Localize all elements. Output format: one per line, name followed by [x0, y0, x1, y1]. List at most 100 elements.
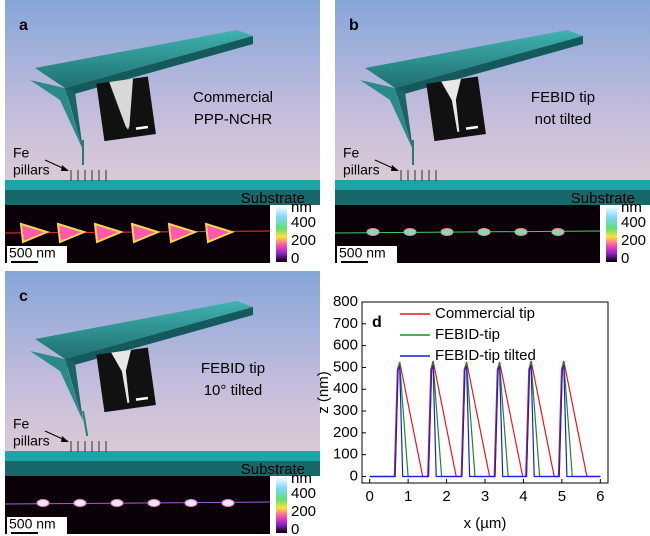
- y-tick-label: 200: [333, 424, 358, 441]
- scale-label: 500 nm: [339, 245, 386, 261]
- afm-pillar: [477, 228, 491, 236]
- afm-pillar: [73, 499, 87, 507]
- arrow-head: [391, 165, 399, 171]
- inset: [96, 347, 156, 413]
- y-axis-label: z (nm): [315, 371, 332, 414]
- afm-pillar: [551, 228, 565, 236]
- pillars-label: Fe: [13, 145, 30, 161]
- afm-pillar: [440, 228, 454, 236]
- y-tick-label: 100: [333, 446, 358, 463]
- afm-pillar: [403, 228, 417, 236]
- y-tick-label: 400: [333, 380, 358, 397]
- substrate: [5, 461, 320, 476]
- inset: [426, 76, 486, 142]
- x-axis-label: x (µm): [464, 515, 507, 532]
- afm-pillar: [204, 222, 235, 244]
- substrate: [335, 190, 650, 205]
- inset-scale: [135, 125, 149, 130]
- pillars-label: pillars: [343, 162, 380, 178]
- legend-label: FEBID-tip: [435, 326, 500, 343]
- tip-body: [360, 80, 413, 150]
- scale-bg: [7, 517, 67, 534]
- caption: PPP-NCHR: [194, 111, 273, 128]
- colorbar-tick: 400: [291, 214, 316, 231]
- tip-body: [30, 80, 83, 150]
- colorbar-tick: 400: [291, 485, 316, 502]
- tip-front: [395, 88, 413, 150]
- scale-label: 500 nm: [9, 245, 56, 261]
- caption: FEBID tip: [531, 89, 595, 106]
- afm-pillar: [514, 228, 528, 236]
- colorbar-tick: 0: [621, 250, 629, 267]
- panel-label: d: [372, 314, 382, 331]
- substrate: [5, 190, 320, 205]
- cantilever: [35, 30, 253, 88]
- substrate-label: Substrate: [241, 461, 305, 478]
- tip-front: [65, 359, 83, 421]
- afm-pillar: [167, 222, 198, 244]
- x-tick-label: 2: [442, 488, 450, 505]
- substrate-label: Substrate: [241, 190, 305, 207]
- caption: 10° tilted: [204, 382, 263, 399]
- x-tick-label: 6: [596, 488, 604, 505]
- colorbar-unit: nm: [291, 470, 312, 487]
- x-tick-label: 5: [558, 488, 566, 505]
- tip-apex: [82, 410, 89, 437]
- inset: [96, 76, 156, 142]
- colorbar-tick: 200: [291, 232, 316, 249]
- tip-front: [65, 88, 83, 150]
- x-tick-label: 3: [481, 488, 489, 505]
- y-tick-label: 500: [333, 358, 358, 375]
- substrate-label: Substrate: [571, 190, 635, 207]
- cantilever-side: [65, 307, 253, 367]
- scale-bg: [7, 246, 67, 263]
- legend-label: Commercial tip: [435, 305, 535, 322]
- inset-tip: [441, 78, 462, 132]
- afm-pillar: [36, 499, 50, 507]
- y-tick-label: 600: [333, 337, 358, 354]
- panel-label: a: [19, 17, 28, 34]
- x-tick-label: 1: [404, 488, 412, 505]
- x-tick-label: 4: [519, 488, 527, 505]
- afm-pillar: [93, 222, 124, 244]
- inset-tip: [109, 78, 133, 130]
- arrow-head: [61, 436, 69, 442]
- colorbar-tick: 200: [621, 232, 646, 249]
- afm-pillar: [366, 228, 380, 236]
- y-tick-label: 800: [333, 293, 358, 310]
- y-tick-label: 0: [350, 467, 358, 484]
- caption: Commercial: [193, 89, 273, 106]
- pillars-label: pillars: [13, 433, 50, 449]
- colorbar-tick: 200: [291, 503, 316, 520]
- substrate-top: [335, 180, 650, 190]
- scale-bg: [337, 246, 397, 263]
- afm-pillar: [130, 222, 161, 244]
- inset-tip: [111, 349, 132, 403]
- y-tick-label: 300: [333, 402, 358, 419]
- panel-label: b: [349, 17, 359, 34]
- series-line: [369, 365, 601, 478]
- caption: FEBID tip: [201, 360, 265, 377]
- afm-pillar: [56, 222, 87, 244]
- pillars-label: Fe: [13, 416, 30, 432]
- legend-label: FEBID-tip tilted: [435, 347, 536, 364]
- x-tick-label: 0: [366, 488, 374, 505]
- y-tick-label: 700: [333, 315, 358, 332]
- colorbar: [276, 206, 287, 262]
- inset-scale: [135, 396, 149, 401]
- colorbar-unit: nm: [621, 199, 642, 216]
- substrate-top: [5, 451, 320, 461]
- colorbar-unit: nm: [291, 199, 312, 216]
- caption: not tilted: [535, 111, 592, 128]
- colorbar-tick: 0: [291, 521, 299, 536]
- cantilever-side: [65, 36, 253, 96]
- pillars-label: Fe: [343, 145, 360, 161]
- colorbar: [276, 477, 287, 533]
- colorbar-tick: 400: [621, 214, 646, 231]
- afm-pillar: [184, 499, 198, 507]
- afm-pillar: [221, 499, 235, 507]
